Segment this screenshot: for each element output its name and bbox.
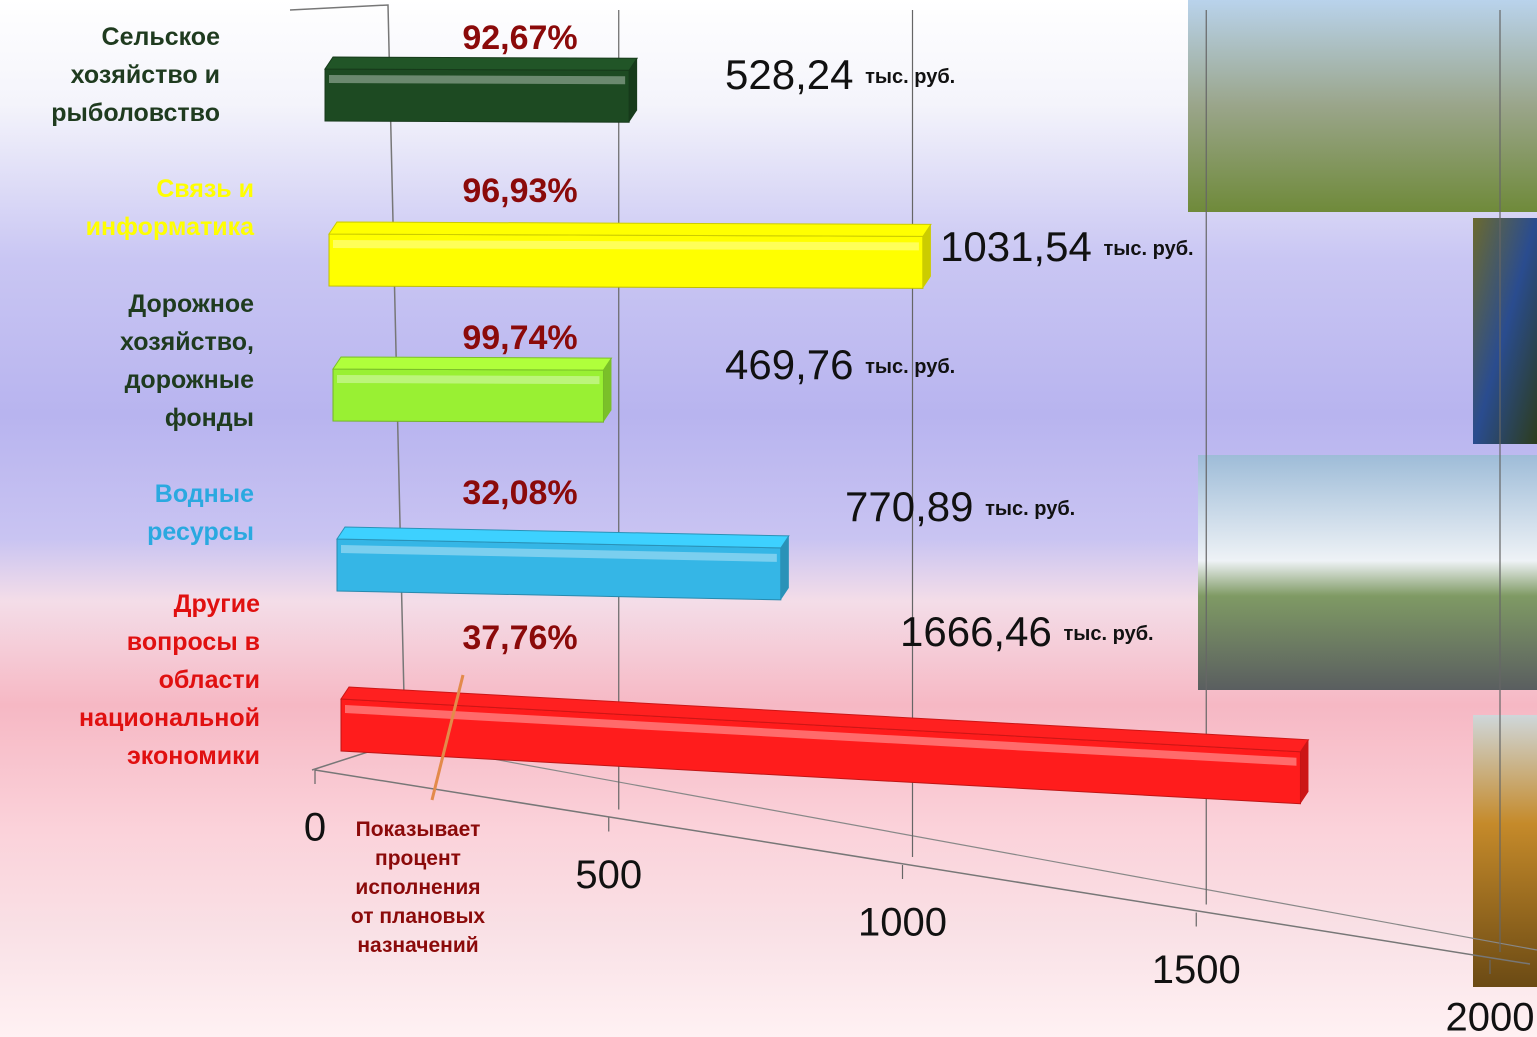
- percent-label: 32,08%: [462, 474, 577, 512]
- x-tick-label: 1500: [1152, 948, 1241, 992]
- x-axis: [314, 769, 1531, 965]
- bar-end: [1300, 739, 1309, 804]
- percent-label: 37,76%: [462, 619, 577, 657]
- bar-shine: [333, 240, 919, 251]
- floor-back-line: [399, 741, 1537, 951]
- x-tick-label: 1000: [858, 901, 947, 945]
- bar: [328, 221, 932, 289]
- bar: [332, 356, 613, 423]
- bar-shine: [341, 545, 777, 562]
- bar-end: [603, 358, 612, 423]
- bar-top: [332, 356, 613, 371]
- bar-end: [922, 224, 931, 289]
- photo: [1473, 218, 1537, 444]
- percent-label: 99,74%: [462, 319, 577, 357]
- bar-end: [629, 58, 638, 123]
- bar-top: [324, 56, 639, 71]
- x-tick-label: 0: [304, 806, 326, 850]
- percent-label: 92,67%: [462, 19, 577, 57]
- x-tick-label: 2000: [1446, 996, 1535, 1037]
- value-label: 528,24 тыс. руб.: [725, 51, 955, 98]
- bar-shine: [337, 375, 600, 385]
- photo: [1198, 455, 1537, 690]
- category-label: Связь и информатика: [85, 175, 254, 241]
- value-label: 1031,54 тыс. руб.: [940, 223, 1194, 270]
- bar-shine: [345, 705, 1297, 766]
- value-label: 770,89 тыс. руб.: [845, 483, 1075, 530]
- category-label: Дорожное хозяйство, дорожные фонды: [119, 290, 254, 432]
- bar: [336, 526, 790, 601]
- annotation: Показывает процент исполнения от плановы…: [350, 818, 486, 957]
- x-tick-label: 500: [575, 853, 642, 897]
- category-label: Водные ресурсы: [147, 480, 254, 546]
- bar-top: [328, 221, 932, 237]
- photo: [1473, 715, 1537, 987]
- category-label: Другие вопросы в области национальной эк…: [78, 590, 260, 770]
- category-label: Сельское хозяйство и рыболовство: [51, 23, 220, 127]
- photos: [1188, 0, 1537, 987]
- bar: [324, 56, 639, 123]
- value-label: 469,76 тыс. руб.: [725, 341, 955, 388]
- value-label: 1666,46 тыс. руб.: [900, 608, 1154, 655]
- bar: [340, 686, 1310, 805]
- percent-label: 96,93%: [462, 172, 577, 210]
- annotation-pointer: [430, 674, 465, 801]
- bar-shine: [329, 75, 626, 85]
- photo: [1188, 0, 1537, 212]
- bar-end: [780, 535, 789, 600]
